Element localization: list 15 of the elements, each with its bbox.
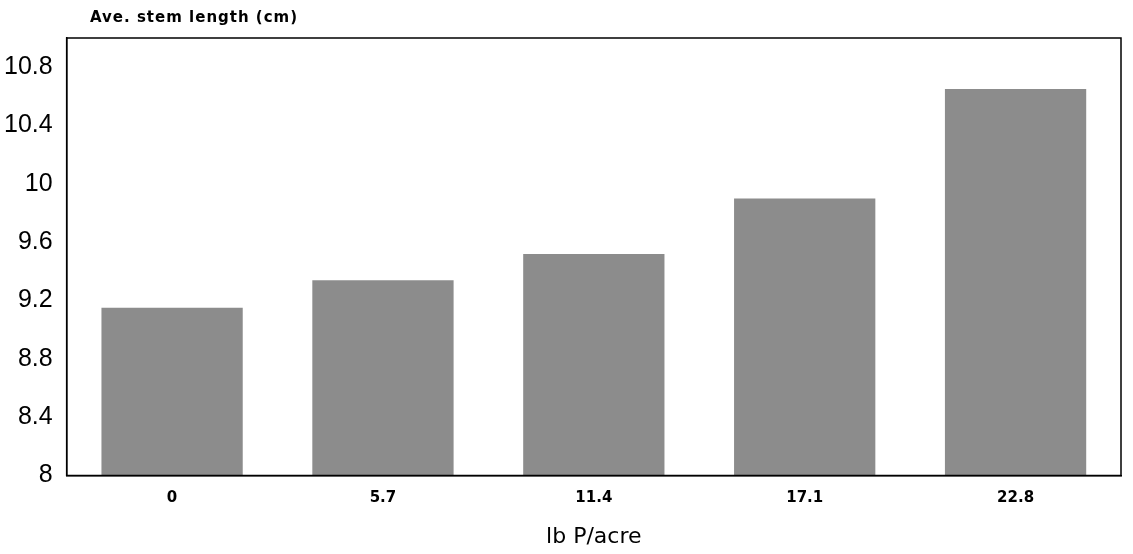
x-tick-label: 22.8	[997, 488, 1035, 507]
y-tick-label: 8.8	[17, 342, 53, 371]
x-tick-label: 11.4	[575, 488, 613, 507]
x-tick-label: 5.7	[369, 488, 397, 507]
y-tick-label: 8.4	[17, 401, 53, 430]
y-axis-title: Ave. stem length (cm)	[90, 8, 299, 26]
x-tick-label: 17.1	[786, 488, 824, 507]
x-tick-label: 0	[166, 488, 178, 507]
y-tick-label: 10	[24, 167, 53, 196]
y-tick-label: 10.8	[3, 51, 53, 80]
y-tick-label: 8	[38, 459, 53, 488]
y-tick-label: 9.2	[17, 284, 53, 313]
y-tick-label: 9.6	[17, 226, 53, 255]
y-tick-label: 10.4	[3, 109, 53, 138]
x-axis-title: lb P/acre	[546, 522, 642, 548]
